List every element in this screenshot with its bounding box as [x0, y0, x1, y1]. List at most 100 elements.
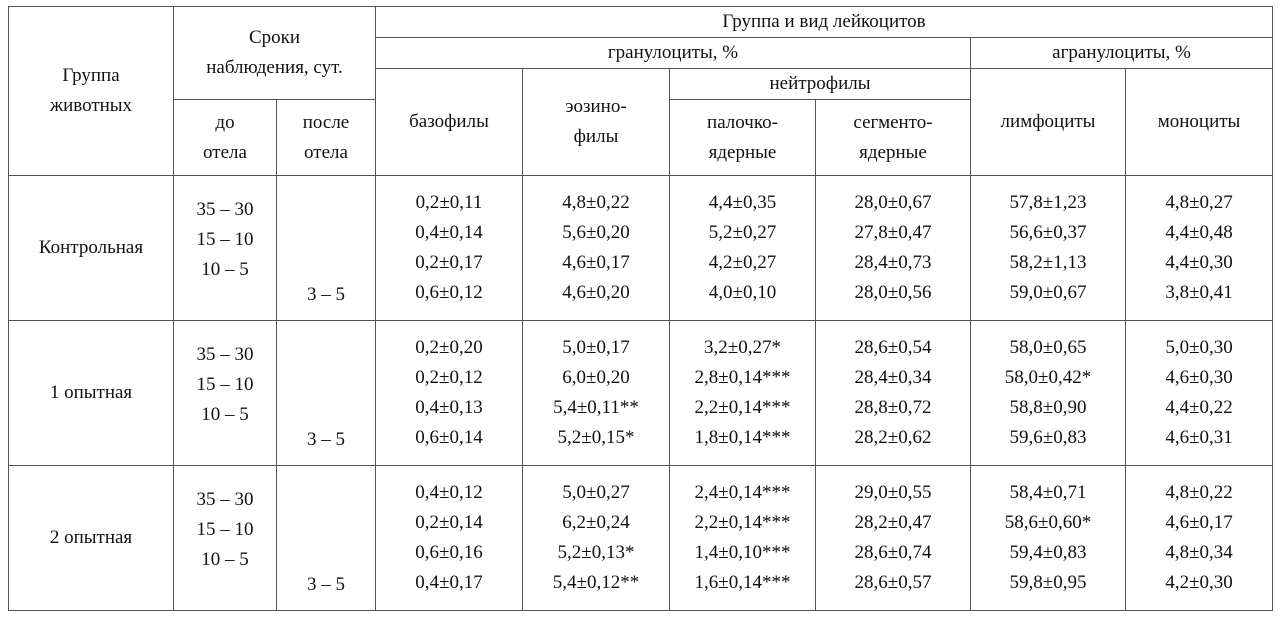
value: 6,0±0,20 — [562, 367, 630, 388]
value: 58,4±0,71 — [1009, 482, 1087, 503]
value: 4,6±0,17 — [562, 252, 630, 273]
value: 2,2±0,14*** — [694, 397, 791, 418]
value: 4,4±0,22 — [1165, 397, 1233, 418]
band-values: 2,4±0,14*** 2,2±0,14*** 1,4±0,10*** 1,6±0,1… — [670, 478, 815, 598]
value: 28,0±0,67 — [854, 192, 932, 213]
header-group-line1: Группа — [62, 65, 120, 86]
header-after-line1: после — [302, 111, 350, 133]
value: 57,8±1,23 — [1009, 192, 1087, 213]
value: 0,6±0,14 — [415, 427, 483, 448]
value: 29,0±0,55 — [854, 482, 932, 503]
value: 0,6±0,12 — [415, 282, 483, 303]
value: 28,0±0,56 — [854, 282, 932, 303]
value: 1,4±0,10*** — [694, 542, 791, 563]
value: 4,6±0,20 — [562, 282, 630, 303]
value: 4,0±0,10 — [708, 282, 777, 303]
segmented-values: 29,0±0,55 28,2±0,47 28,6±0,74 28,6±0,57 — [816, 478, 970, 598]
value: 27,8±0,47 — [854, 222, 932, 243]
band-values: 4,4±0,35 5,2±0,27 4,2±0,27 4,0±0,10 — [670, 188, 815, 308]
monocytes-cell: 5,0±0,30 4,6±0,30 4,4±0,22 4,6±0,31 — [1124, 320, 1274, 466]
basophils-values: 0,4±0,12 0,2±0,14 0,6±0,16 0,4±0,17 — [376, 478, 522, 598]
band-cell: 3,2±0,27* 2,8±0,14*** 2,2±0,14*** 1,8±0,14*… — [669, 320, 816, 466]
header-agranulocytes: агранулоциты, % — [969, 37, 1274, 69]
period-value: 15 – 10 — [196, 229, 254, 250]
value: 28,4±0,34 — [854, 367, 932, 388]
eosinophils-cell: 4,8±0,22 5,6±0,20 4,6±0,17 4,6±0,20 — [522, 175, 670, 321]
table-row: 1 опытная 35 – 30 15 – 10 10 – 5 3 – 5 0,2±0,… — [8, 320, 1274, 466]
lymphocytes-values: 58,4±0,71 58,6±0,60* 59,4±0,83 59,8±0,95 — [971, 478, 1125, 598]
value: 28,4±0,73 — [854, 252, 932, 273]
monocytes-values: 5,0±0,30 4,6±0,30 4,4±0,22 4,6±0,31 — [1126, 333, 1272, 453]
value: 0,4±0,17 — [415, 572, 483, 593]
header-leukocytes: Группа и вид лейкоцитов — [374, 6, 1274, 38]
table-row: Контрольная 35 – 30 15 – 10 10 – 5 3 – 5 0,2±… — [8, 175, 1274, 321]
period-value: 35 – 30 — [196, 344, 254, 365]
lymphocytes-values: 58,0±0,65 58,0±0,42* 58,8±0,90 59,6±0,83 — [971, 333, 1125, 453]
value: 59,8±0,95 — [1009, 572, 1087, 593]
value: 56,6±0,37 — [1009, 222, 1087, 243]
segmented-cell: 29,0±0,55 28,2±0,47 28,6±0,74 28,6±0,57 — [815, 465, 971, 611]
value: 4,4±0,48 — [1165, 222, 1233, 243]
header-monocytes: моноциты — [1124, 68, 1274, 176]
header-segmented-line2: ядерные — [859, 141, 927, 163]
segmented-values: 28,0±0,67 27,8±0,47 28,4±0,73 28,0±0,56 — [816, 188, 970, 308]
eosinophils-values: 4,8±0,22 5,6±0,20 4,6±0,17 4,6±0,20 — [523, 188, 669, 308]
period-value: 35 – 30 — [196, 199, 254, 220]
value: 5,2±0,27 — [708, 222, 777, 243]
value: 4,8±0,34 — [1165, 542, 1233, 563]
table-body: Контрольная 35 – 30 15 – 10 10 – 5 3 – 5 0,2±… — [8, 175, 1274, 611]
value: 0,6±0,16 — [415, 542, 483, 563]
period-value: 15 – 10 — [196, 519, 254, 540]
group-name-cell: 2 опытная — [8, 465, 174, 611]
value: 2,2±0,14*** — [694, 512, 791, 533]
after-calving-cell: 3 – 5 — [276, 175, 376, 321]
header-observation-line2: наблюдения, сут. — [206, 57, 343, 78]
after-calving-cell: 3 – 5 — [276, 465, 376, 611]
header-before-line1: до — [215, 111, 235, 133]
header-group-animals: Группа животных — [8, 6, 174, 176]
value: 28,8±0,72 — [854, 397, 932, 418]
value: 59,4±0,83 — [1009, 542, 1087, 563]
header-observation-line1: Сроки — [248, 27, 301, 48]
value: 5,6±0,20 — [562, 222, 630, 243]
header-band: палочко- ядерные — [669, 99, 816, 176]
before-periods: 35 – 30 15 – 10 10 – 5 — [174, 185, 276, 311]
leukocyte-table: Группа животных Сроки наблюдения, сут. Г… — [8, 6, 1274, 611]
eosinophils-values: 5,0±0,17 6,0±0,20 5,4±0,11** 5,2±0,15* — [523, 333, 669, 453]
band-cell: 2,4±0,14*** 2,2±0,14*** 1,4±0,10*** 1,6±0,1… — [669, 465, 816, 611]
lymphocytes-cell: 58,0±0,65 58,0±0,42* 58,8±0,90 59,6±0,83 — [970, 320, 1126, 466]
value: 4,4±0,35 — [708, 192, 777, 213]
lymphocytes-values: 57,8±1,23 56,6±0,37 58,2±1,13 59,0±0,67 — [971, 188, 1125, 308]
value: 58,2±1,13 — [1009, 252, 1087, 273]
band-values: 3,2±0,27* 2,8±0,14*** 2,2±0,14*** 1,8±0,14*… — [670, 333, 815, 453]
basophils-values: 0,2±0,20 0,2±0,12 0,4±0,13 0,6±0,14 — [376, 333, 522, 453]
after-calving-cell: 3 – 5 — [276, 320, 376, 466]
basophils-values: 0,2±0,11 0,4±0,14 0,2±0,17 0,6±0,12 — [376, 188, 522, 308]
band-cell: 4,4±0,35 5,2±0,27 4,2±0,27 4,0±0,10 — [669, 175, 816, 321]
basophils-cell: 0,2±0,20 0,2±0,12 0,4±0,13 0,6±0,14 — [375, 320, 523, 466]
header-granulocytes: гранулоциты, % — [375, 37, 971, 69]
segmented-cell: 28,0±0,67 27,8±0,47 28,4±0,73 28,0±0,56 — [815, 175, 971, 321]
value: 5,2±0,15* — [557, 427, 635, 448]
before-periods: 35 – 30 15 – 10 10 – 5 — [174, 475, 276, 601]
value: 5,0±0,17 — [562, 337, 630, 358]
after-period-value: 3 – 5 — [307, 429, 345, 450]
after-period-value: 3 – 5 — [307, 574, 345, 595]
table-row: 2 опытная 35 – 30 15 – 10 10 – 5 3 – 5 0,4±0,… — [8, 465, 1274, 611]
value: 6,2±0,24 — [562, 512, 630, 533]
value: 58,8±0,90 — [1009, 397, 1087, 418]
lymphocytes-cell: 57,8±1,23 56,6±0,37 58,2±1,13 59,0±0,67 — [970, 175, 1126, 321]
value: 0,2±0,12 — [415, 367, 483, 388]
value: 4,4±0,30 — [1165, 252, 1233, 273]
value: 4,2±0,30 — [1165, 572, 1233, 593]
segmented-values: 28,6±0,54 28,4±0,34 28,8±0,72 28,2±0,62 — [816, 333, 970, 453]
value: 5,0±0,27 — [562, 482, 630, 503]
monocytes-cell: 4,8±0,27 4,4±0,48 4,4±0,30 3,8±0,41 — [1124, 175, 1274, 321]
header-before-line2: отела — [203, 141, 247, 163]
value: 59,0±0,67 — [1009, 282, 1087, 303]
monocytes-values: 4,8±0,22 4,6±0,17 4,8±0,34 4,2±0,30 — [1126, 478, 1272, 598]
period-value: 10 – 5 — [201, 404, 249, 425]
period-value: 15 – 10 — [196, 374, 254, 395]
value: 0,2±0,20 — [415, 337, 483, 358]
